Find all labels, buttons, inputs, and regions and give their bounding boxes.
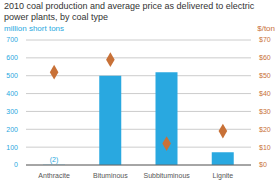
svg-text:$10: $10 [259,144,271,151]
svg-text:Lignite: Lignite [213,172,234,180]
svg-text:600: 600 [8,54,18,61]
html-text:2010 coal production and avera: 2010 coal production and average price a… [4,1,255,22]
svg-text:Bituminous: Bituminous [93,172,128,179]
svg-text:(2): (2) [50,156,59,164]
html-text:$/ton: $/ton [257,24,275,33]
svg-text:Anthracite: Anthracite [38,172,70,179]
svg-text:200: 200 [8,126,18,133]
svg-text:100: 100 [8,144,18,151]
svg-text:$70: $70 [259,36,271,43]
svg-text:Subbituminous: Subbituminous [143,172,190,179]
svg-text:$20: $20 [259,126,271,133]
html-text:million short tons: million short tons [4,24,64,33]
svg-text:500: 500 [8,72,18,79]
svg-text:$40: $40 [259,90,271,97]
svg-text:$30: $30 [259,108,271,115]
svg-text:$60: $60 [259,54,271,61]
svg-text:0: 0 [14,161,18,168]
svg-text:$0: $0 [259,161,267,168]
svg-text:400: 400 [8,90,18,97]
svg-text:300: 300 [8,108,18,115]
svg-text:$50: $50 [259,72,271,79]
svg-text:700: 700 [8,36,18,43]
